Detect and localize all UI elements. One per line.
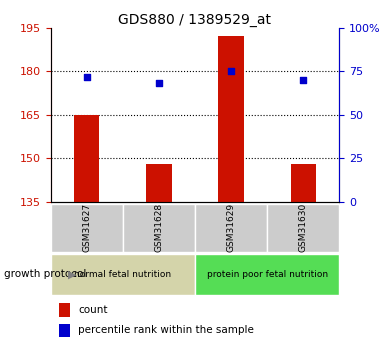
Text: GSM31630: GSM31630	[299, 203, 308, 252]
Text: protein poor fetal nutrition: protein poor fetal nutrition	[207, 270, 328, 279]
Text: count: count	[78, 305, 108, 315]
Bar	[58, 304, 70, 317]
Bar	[195, 254, 339, 295]
Bar	[51, 254, 195, 295]
Text: percentile rank within the sample: percentile rank within the sample	[78, 325, 254, 335]
Bar	[51, 204, 123, 252]
Bar	[195, 204, 267, 252]
Bar	[74, 115, 99, 202]
Bar	[267, 204, 339, 252]
Bar	[291, 164, 316, 202]
Bar	[218, 36, 244, 202]
Point	[156, 80, 162, 86]
Text: GSM31628: GSM31628	[154, 203, 163, 252]
Point	[300, 77, 307, 82]
Bar	[123, 204, 195, 252]
Point	[83, 74, 90, 80]
Text: growth protocol: growth protocol	[4, 269, 86, 279]
Text: GSM31627: GSM31627	[82, 203, 91, 252]
Text: ▶: ▶	[68, 269, 77, 279]
Text: GSM31629: GSM31629	[227, 203, 236, 252]
Bar	[58, 324, 70, 337]
Point	[228, 68, 234, 74]
Bar	[146, 164, 172, 202]
Text: normal fetal nutrition: normal fetal nutrition	[74, 270, 172, 279]
Title: GDS880 / 1389529_at: GDS880 / 1389529_at	[119, 12, 271, 27]
